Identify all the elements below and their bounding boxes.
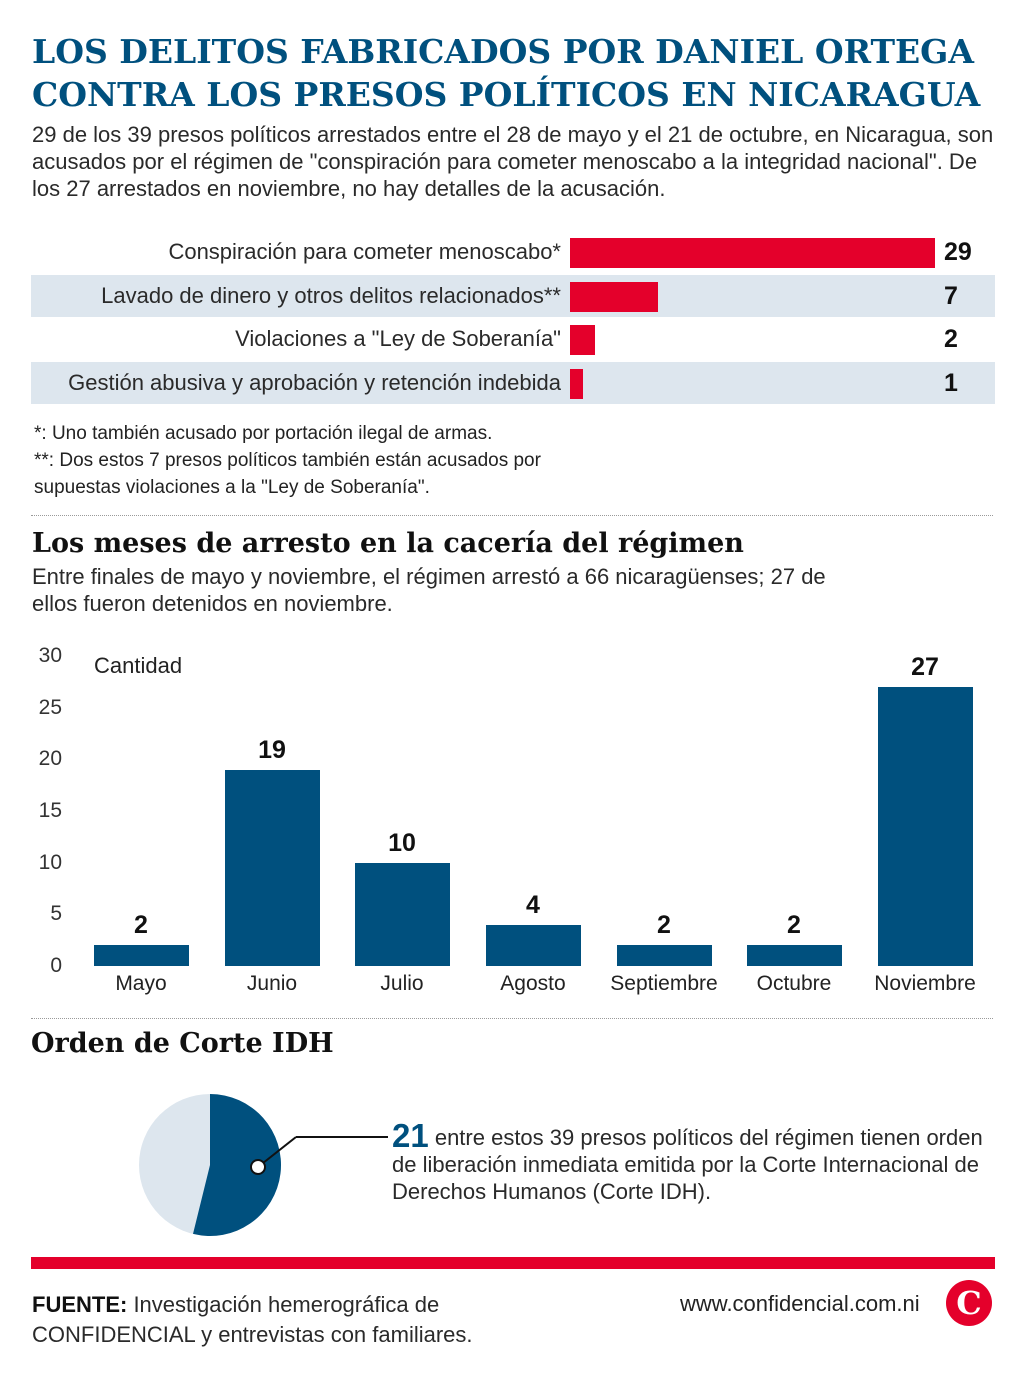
charge-label: Conspiración para cometer menoscabo* bbox=[168, 239, 561, 264]
y-tick-label: 30 bbox=[38, 644, 62, 667]
charge-bar bbox=[570, 325, 596, 355]
month-value-label: 19 bbox=[258, 735, 286, 764]
website-link[interactable]: www.confidencial.com.ni bbox=[680, 1291, 920, 1316]
source-label: FUENTE: bbox=[32, 1292, 128, 1317]
divider-1 bbox=[31, 515, 993, 516]
court-order-number: 21 bbox=[392, 1117, 429, 1154]
intro-text: 29 de los 39 presos políticos arrestados… bbox=[32, 122, 994, 201]
charge-value: 7 bbox=[944, 281, 958, 310]
source-text-a: Investigación hemerográfica de bbox=[127, 1292, 440, 1317]
y-tick-label: 0 bbox=[50, 954, 62, 977]
month-value-label: 2 bbox=[657, 911, 671, 940]
pie-leader-line bbox=[257, 1136, 297, 1168]
month-category-label: Mayo bbox=[115, 972, 167, 995]
charge-label: Gestión abusiva y aprobación y retención… bbox=[68, 369, 561, 395]
month-category-label: Junio bbox=[246, 972, 298, 995]
y-tick-label: 5 bbox=[50, 902, 62, 926]
charge-value: 1 bbox=[944, 368, 958, 397]
court-order-text: 21 entre estos 39 presos políticos del r… bbox=[392, 1119, 992, 1205]
month-bar bbox=[616, 945, 712, 966]
title-line-1: LOS DELITOS FABRICADOS POR DANIEL ORTEGA bbox=[32, 32, 974, 71]
footer-red-bar bbox=[31, 1257, 995, 1269]
charge-value: 29 bbox=[944, 238, 972, 266]
month-category-label: Agosto bbox=[500, 972, 566, 995]
charge-row: Conspiración para cometer menoscabo* 29 bbox=[31, 231, 995, 273]
charge-bar bbox=[570, 368, 583, 399]
court-order-title: Orden de Corte IDH bbox=[31, 1028, 334, 1059]
month-bar bbox=[485, 924, 581, 966]
charge-label: Lavado de dinero y otros delitos relacio… bbox=[101, 282, 561, 308]
month-bar bbox=[354, 862, 450, 966]
charge-bar bbox=[570, 238, 935, 268]
month-category-label: Noviembre bbox=[874, 972, 976, 995]
confidencial-logo-icon: C bbox=[946, 1280, 992, 1326]
month-category-label: Octubre bbox=[756, 972, 832, 995]
footnote-1: *: Uno también acusado por portación ile… bbox=[34, 423, 493, 444]
footnote-2: **: Dos estos 7 presos políticos también… bbox=[34, 450, 541, 498]
month-value-label: 2 bbox=[787, 911, 801, 940]
court-order-pie-chart bbox=[139, 1094, 388, 1236]
divider-2 bbox=[31, 1018, 993, 1019]
y-axis-label: Cantidad bbox=[94, 653, 183, 678]
month-value-label: 2 bbox=[134, 911, 148, 940]
charge-row: Violaciones a "Ley de Soberanía" 2 bbox=[31, 318, 995, 360]
source-text-b: y entrevistas con familiares. bbox=[194, 1322, 473, 1347]
charge-value: 2 bbox=[944, 325, 958, 353]
month-category-label: Septiembre bbox=[610, 972, 718, 995]
page-title: LOS DELITOS FABRICADOS POR DANIEL ORTEGA… bbox=[32, 30, 1012, 116]
y-tick-label: 10 bbox=[38, 850, 62, 874]
pie-leader-dot bbox=[250, 1159, 266, 1175]
month-value-label: 4 bbox=[526, 890, 540, 919]
y-tick-label: 15 bbox=[38, 799, 62, 822]
arrest-months-subtitle: Entre finales de mayo y noviembre, el ré… bbox=[32, 564, 826, 616]
y-tick-label: 20 bbox=[38, 747, 62, 771]
month-value-label: 27 bbox=[911, 653, 939, 681]
month-value-label: 10 bbox=[388, 828, 416, 857]
month-bar bbox=[877, 687, 973, 966]
charge-row: Lavado de dinero y otros delitos relacio… bbox=[31, 274, 995, 317]
charge-bar bbox=[570, 281, 659, 312]
pie-slice-release-order bbox=[193, 1094, 281, 1236]
month-bar bbox=[746, 945, 842, 966]
source-org: CONFIDENCIAL bbox=[32, 1322, 195, 1347]
month-bar bbox=[93, 945, 189, 966]
y-tick-label: 25 bbox=[38, 695, 62, 719]
arrest-months-title: Los meses de arresto en la cacería del r… bbox=[32, 528, 744, 559]
month-category-label: Julio bbox=[380, 972, 424, 995]
month-bar bbox=[224, 769, 320, 966]
source-credit: FUENTE: Investigación hemerográfica de C… bbox=[32, 1290, 592, 1350]
charge-row: Gestión abusiva y aprobación y retención… bbox=[31, 361, 995, 404]
charge-label: Violaciones a "Ley de Soberanía" bbox=[235, 326, 561, 351]
court-order-description: entre estos 39 presos políticos del régi… bbox=[392, 1125, 983, 1204]
title-line-2: CONTRA LOS PRESOS POLÍTICOS EN NICARAGUA bbox=[32, 75, 981, 114]
